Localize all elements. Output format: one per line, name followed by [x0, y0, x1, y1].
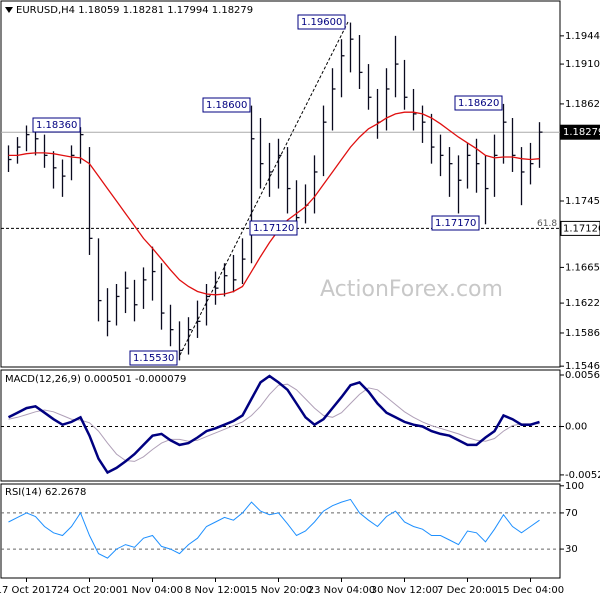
macd-panel [0, 369, 561, 482]
x-tick-label: 23 Nov 04:00 [308, 585, 375, 596]
y-tick-label: 100 [565, 481, 584, 492]
trend-line [179, 21, 349, 356]
annotation: 1.15530 [133, 353, 174, 364]
annotation-box [32, 117, 81, 133]
x-tick-label: 8 Nov 12:00 [185, 585, 246, 596]
annotation: 1.17120 [253, 223, 294, 234]
x-tick-label: 7 Dec 20:00 [437, 585, 498, 596]
x-tick-label: 1 Nov 04:00 [122, 585, 183, 596]
annotation-box [129, 350, 178, 366]
annotation-box [297, 14, 346, 30]
annotation: 1.18360 [36, 120, 77, 131]
x-tick-label: 15 Nov 20:00 [245, 585, 312, 596]
level-note: 61.8 [537, 219, 557, 229]
y-tick-label: 1.17450 [565, 196, 600, 207]
price-panel [0, 0, 561, 368]
macd-line [7, 374, 540, 475]
rsi-panel [0, 483, 561, 579]
rsi-title: RSI(14) 62.2678 [5, 487, 86, 498]
axis-box [560, 220, 600, 236]
annotation-box [202, 97, 251, 113]
macd-title: MACD(12,26,9) 0.000501 -0.000079 [5, 374, 186, 385]
rsi-line [8, 498, 540, 559]
annotation: 1.18600 [206, 100, 247, 111]
annotation-box [454, 95, 503, 111]
annotation: 1.19600 [301, 17, 342, 28]
macd-signal [8, 383, 540, 462]
menu-arrow [5, 7, 13, 13]
moving-average [8, 111, 540, 296]
y-tick-label: 1.15860 [565, 328, 600, 339]
y-tick-label: 1.19100 [565, 59, 600, 70]
y-tick-label: 30 [565, 544, 578, 555]
y-tick-label: 1.16220 [565, 298, 600, 309]
x-tick-label: 24 Oct 20:00 [57, 585, 122, 596]
x-tick-label: 17 Oct 2017 [0, 585, 57, 596]
y-tick-label: 70 [565, 508, 578, 519]
x-tick-label: 30 Nov 12:00 [371, 585, 438, 596]
annotation-box [249, 220, 298, 236]
y-tick-label: -0.005267 [565, 470, 600, 481]
axis-box-label: 1.17120 [563, 223, 600, 234]
watermark: ActionForex.com [320, 277, 503, 302]
y-tick-label: 1.18620 [565, 99, 600, 110]
y-tick-label: 0.00 [565, 422, 587, 433]
y-tick-label: 1.16650 [565, 262, 600, 273]
axis-box [560, 124, 600, 140]
axis-box-label: 1.18279 [563, 127, 600, 138]
annotation-box [431, 215, 480, 231]
chart-title: EURUSD,H4 1.18059 1.18281 1.17994 1.1827… [16, 5, 253, 16]
annotation: 1.18620 [458, 98, 499, 109]
x-tick-label: 15 Dec 04:00 [497, 585, 564, 596]
annotation: 1.17170 [435, 218, 476, 229]
y-tick-label: 1.19440 [565, 31, 600, 42]
y-tick-label: 0.005607 [565, 370, 600, 381]
